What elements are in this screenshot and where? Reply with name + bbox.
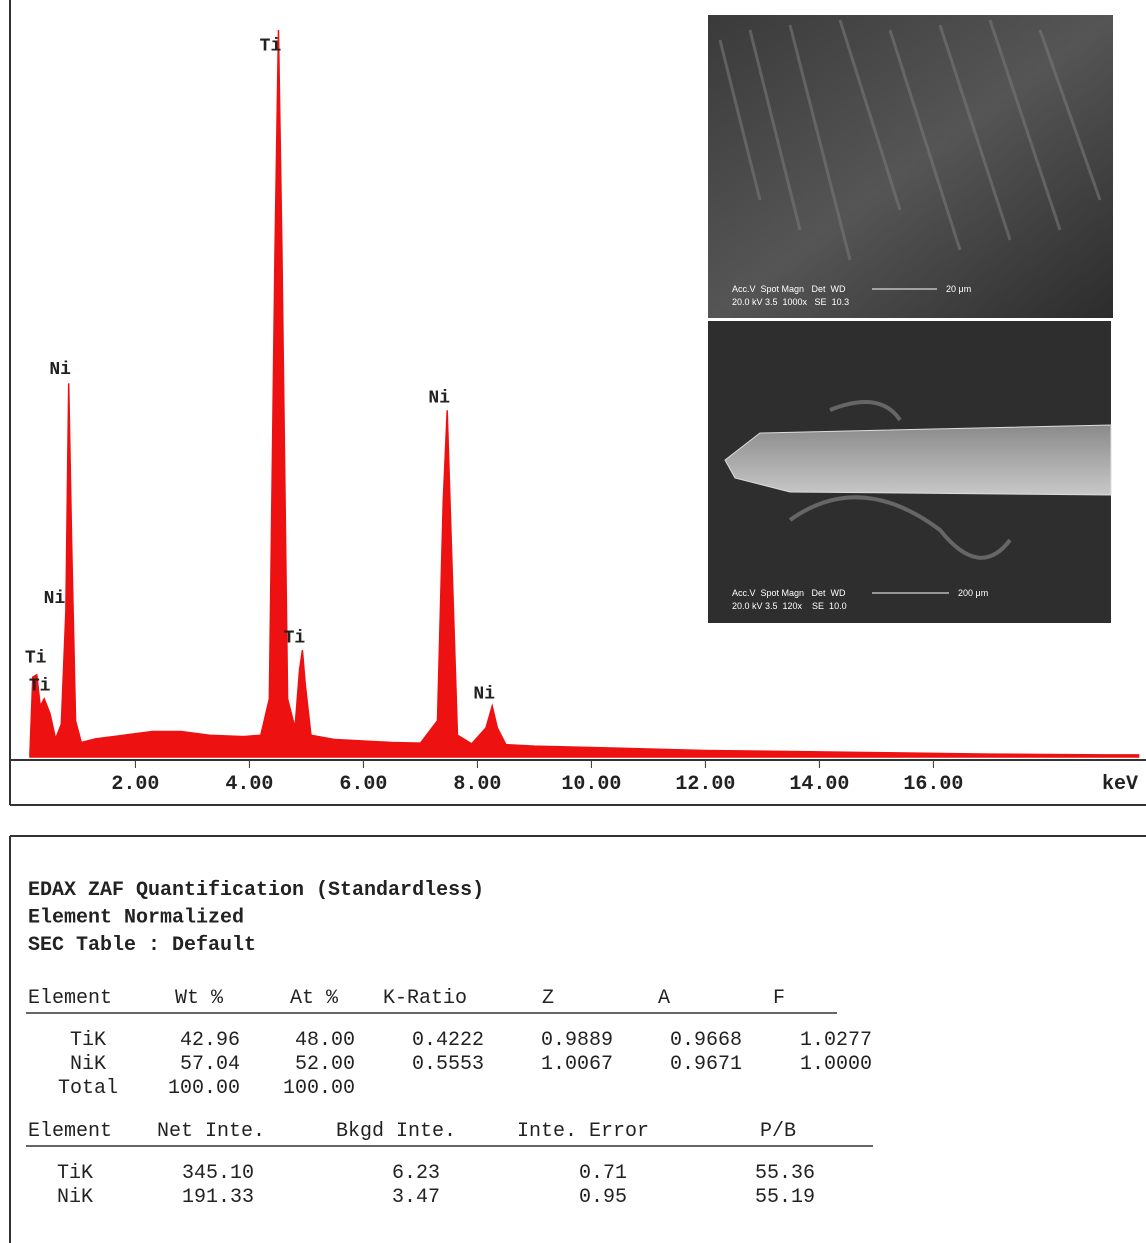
table-cell: 0.71 <box>579 1162 627 1185</box>
x-tick-label: 12.00 <box>675 773 735 796</box>
report-title: Element Normalized <box>28 907 244 930</box>
table-cell: Total <box>58 1077 118 1100</box>
table-header: At % <box>290 987 339 1010</box>
table-cell: 3.47 <box>392 1186 440 1209</box>
x-tick-label: 4.00 <box>225 773 273 796</box>
peak-label: Ti <box>284 628 306 648</box>
table-cell: 55.36 <box>755 1162 815 1185</box>
table-cell: 52.00 <box>295 1053 355 1076</box>
table-cell: 100.00 <box>168 1077 240 1100</box>
table-cell: 191.33 <box>182 1186 254 1209</box>
table-cell: TiK <box>70 1029 106 1052</box>
table-cell: 0.9889 <box>541 1029 613 1052</box>
report-title: SEC Table : Default <box>28 934 256 957</box>
table-cell: 55.19 <box>755 1186 815 1209</box>
page: 2.00 4.00 6.00 8.00 10.00 12.00 14.00 16.00 keV T… <box>0 0 1146 1243</box>
table-cell: 48.00 <box>295 1029 355 1052</box>
table-header: Element <box>28 987 112 1010</box>
table-cell: 1.0277 <box>800 1029 872 1052</box>
peak-label: Ti <box>25 649 47 669</box>
table-cell: 1.0067 <box>541 1053 613 1076</box>
peak-label: Ti <box>260 37 282 57</box>
x-tick-label: 6.00 <box>339 773 387 796</box>
table-cell: 42.96 <box>180 1029 240 1052</box>
table-header: Inte. Error <box>517 1120 649 1143</box>
x-tick-label: 14.00 <box>789 773 849 796</box>
peak-label: Ni <box>49 360 71 380</box>
image-header: Acc.V Spot Magn Det WD <box>732 588 846 598</box>
report-title: EDAX ZAF Quantification (Standardless) <box>28 879 484 902</box>
x-tick-label: 2.00 <box>111 773 159 796</box>
table-header: P/B <box>760 1120 796 1143</box>
table-cell: 0.95 <box>579 1186 627 1209</box>
table-header: F <box>773 987 785 1010</box>
table-header: A <box>658 987 670 1010</box>
table-header: Z <box>542 987 554 1010</box>
table-header: Net Inte. <box>157 1120 265 1143</box>
table-cell: 1.0000 <box>800 1053 872 1076</box>
peak-label: Ni <box>473 684 495 704</box>
peak-label: Ni <box>428 388 450 408</box>
sem-image <box>708 15 1113 318</box>
x-tick-label: 16.00 <box>903 773 963 796</box>
table-cell: 0.4222 <box>412 1029 484 1052</box>
peak-label: Ni <box>44 589 66 609</box>
table-cell: 0.5553 <box>412 1053 484 1076</box>
table-cell: NiK <box>57 1186 93 1209</box>
sem-image <box>708 321 1111 623</box>
table-cell: NiK <box>70 1053 106 1076</box>
table-header: Bkgd Inte. <box>336 1120 456 1143</box>
x-tick-label: 8.00 <box>453 773 501 796</box>
table-cell: TiK <box>57 1162 93 1185</box>
image-scale: 200 μm <box>958 588 988 598</box>
table-cell: 100.00 <box>283 1077 355 1100</box>
table-header: K-Ratio <box>383 987 467 1010</box>
table-header: Wt % <box>175 987 224 1010</box>
table-cell: 57.04 <box>180 1053 240 1076</box>
image-header: Acc.V Spot Magn Det WD <box>732 284 846 294</box>
image-params: 20.0 kV 3.5 1000x SE 10.3 <box>732 297 849 307</box>
table-cell: 6.23 <box>392 1162 440 1185</box>
table-header: Element <box>28 1120 112 1143</box>
image-params: 20.0 kV 3.5 120x SE 10.0 <box>732 601 847 611</box>
table-cell: 0.9671 <box>670 1053 742 1076</box>
x-tick-label: 10.00 <box>561 773 621 796</box>
x-axis-label: keV <box>1102 773 1138 796</box>
table-cell: 0.9668 <box>670 1029 742 1052</box>
peak-label: Ti <box>29 676 51 696</box>
image-scale: 20 μm <box>946 284 971 294</box>
table-cell: 345.10 <box>182 1162 254 1185</box>
